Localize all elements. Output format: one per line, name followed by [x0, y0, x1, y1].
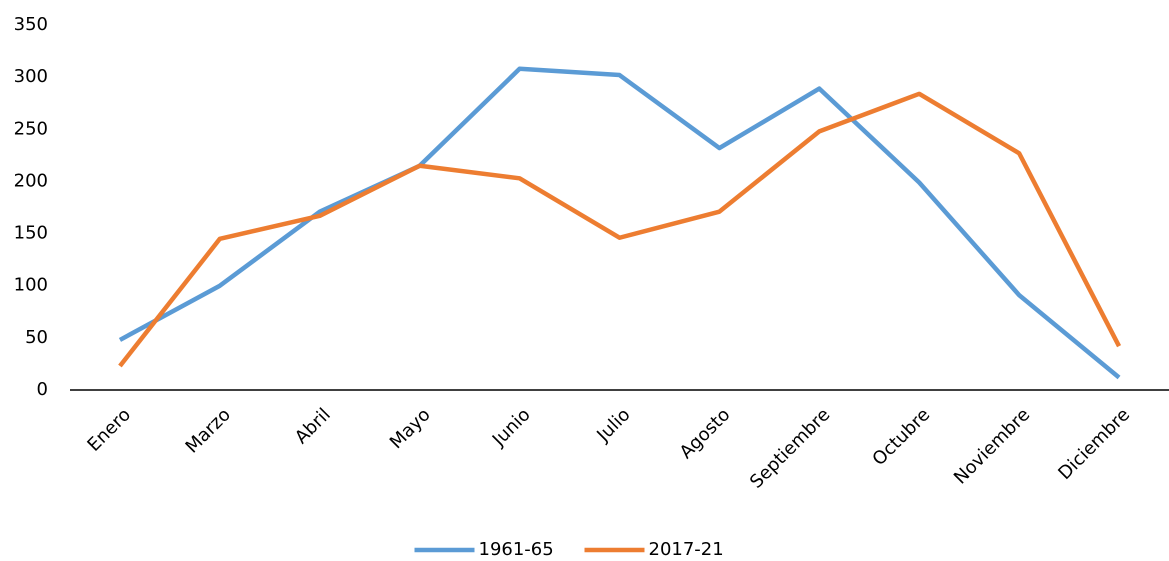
y-tick-label: 200 — [14, 170, 48, 191]
x-tick-label: Septiembre — [746, 404, 834, 492]
series-line — [118, 91, 1122, 368]
x-tick-label: Julio — [592, 404, 634, 446]
x-tick-label: Abril — [291, 404, 335, 448]
x-tick-label: Mayo — [386, 404, 435, 453]
y-tick-label: 150 — [14, 223, 48, 244]
legend-label: 2017-21 — [649, 539, 724, 560]
legend-label: 1961-65 — [479, 539, 554, 560]
x-tick-label: Agosto — [676, 404, 735, 463]
x-tick-label: Marzo — [182, 404, 235, 457]
x-tick-label: Octubre — [869, 404, 935, 470]
y-tick-label: 250 — [14, 118, 48, 139]
x-tick-label: Noviembre — [950, 404, 1034, 488]
x-tick-label: Diciembre — [1054, 404, 1134, 484]
y-tick-label: 350 — [14, 14, 48, 35]
y-tick-label: 0 — [37, 379, 48, 400]
x-tick-label: Enero — [83, 404, 135, 456]
y-tick-label: 300 — [14, 66, 48, 87]
series-line — [118, 66, 1121, 380]
y-tick-label: 50 — [25, 327, 48, 348]
x-tick-label: Junio — [488, 404, 535, 451]
y-tick-label: 100 — [14, 275, 48, 296]
